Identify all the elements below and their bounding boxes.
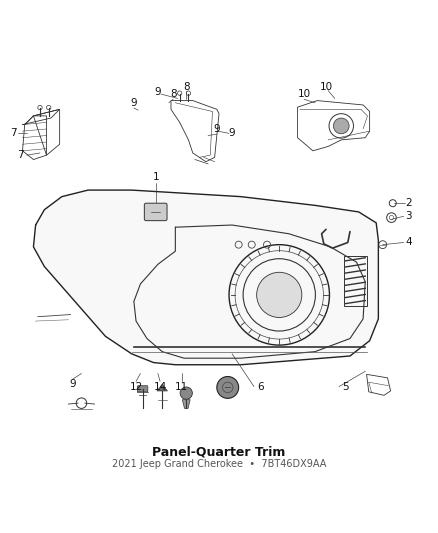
- Circle shape: [180, 387, 192, 399]
- Circle shape: [333, 118, 349, 134]
- Text: 7: 7: [11, 128, 17, 139]
- FancyBboxPatch shape: [145, 203, 167, 221]
- Text: 8: 8: [170, 89, 177, 99]
- Polygon shape: [182, 400, 190, 408]
- Text: 10: 10: [297, 89, 311, 99]
- Text: Panel-Quarter Trim: Panel-Quarter Trim: [152, 446, 286, 458]
- Text: 2021 Jeep Grand Cherokee  •  7BT46DX9AA: 2021 Jeep Grand Cherokee • 7BT46DX9AA: [112, 459, 326, 469]
- FancyBboxPatch shape: [138, 386, 148, 392]
- Text: 9: 9: [213, 124, 220, 134]
- Text: 1: 1: [152, 172, 159, 182]
- Text: 7: 7: [17, 150, 24, 160]
- Circle shape: [257, 272, 302, 318]
- Text: 9: 9: [69, 379, 76, 390]
- Text: 2: 2: [406, 198, 412, 208]
- Text: 9: 9: [155, 87, 161, 97]
- Text: 12: 12: [129, 382, 143, 392]
- Text: 9: 9: [131, 98, 137, 108]
- Polygon shape: [33, 190, 378, 365]
- Text: 9: 9: [229, 128, 235, 139]
- Text: 10: 10: [319, 83, 332, 93]
- Text: 14: 14: [153, 382, 167, 392]
- Text: 3: 3: [406, 211, 412, 221]
- Text: 4: 4: [406, 238, 412, 247]
- Text: 5: 5: [343, 382, 349, 392]
- Text: 6: 6: [257, 382, 264, 392]
- Text: 8: 8: [183, 83, 190, 93]
- Circle shape: [217, 376, 239, 398]
- Polygon shape: [157, 384, 167, 391]
- Text: 11: 11: [175, 382, 188, 392]
